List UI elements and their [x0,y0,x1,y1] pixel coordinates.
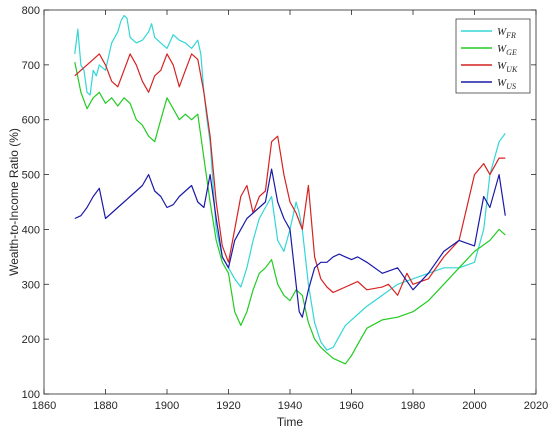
x-tick-label: 1860 [32,400,56,412]
x-tick-label: 2000 [462,400,486,412]
series-line-uk [74,53,506,296]
y-tick-label: 200 [22,334,40,346]
x-tick-label: 1900 [155,400,179,412]
legend-entry-ge: WGE [497,43,517,57]
series-lines [74,14,506,365]
x-tick-label: 1920 [216,400,240,412]
y-tick-label: 700 [22,60,40,72]
y-tick-label: 100 [22,389,40,401]
x-tick-label: 1940 [278,400,302,412]
y-tick-label: 400 [22,224,40,236]
legend: WFR WGE WUK WUS [455,18,531,94]
x-axis: 1860 1880 1900 1920 1940 1960 1980 2000 2020 [32,10,548,412]
legend-entry-fr: WFR [497,26,516,40]
y-tick-label: 300 [22,279,40,291]
y-axis: 100 200 300 400 500 600 700 800 [22,5,536,401]
x-tick-label: 1960 [339,400,363,412]
series-line-us [74,168,506,318]
x-tick-label: 1980 [401,400,425,412]
x-tick-label: 1880 [93,400,117,412]
y-axis-label: Wealth-to-Income Ratio (%) [7,128,21,276]
x-tick-label: 2020 [524,400,548,412]
y-tick-label: 500 [22,170,40,182]
y-tick-label: 800 [22,5,40,17]
y-tick-label: 600 [22,115,40,127]
series-line-ge [74,61,506,365]
legend-entry-uk: WUK [497,60,518,74]
x-axis-label: Time [277,415,304,429]
legend-entry-us: WUS [497,77,516,91]
